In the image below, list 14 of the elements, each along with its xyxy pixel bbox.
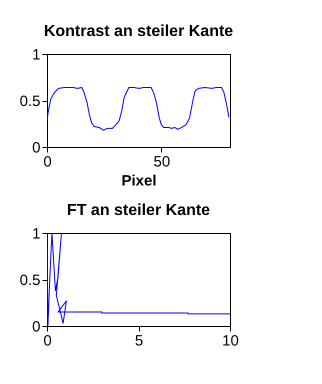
x-tick-label: 5 — [134, 332, 144, 350]
x-axis-title: Pixel — [121, 172, 157, 190]
x-tick-label: 10 — [222, 332, 239, 350]
chart-title: Kontrast an steiler Kante — [44, 23, 234, 40]
y-tick-label: 1 — [32, 46, 40, 64]
y-tick-label: 0 — [32, 140, 40, 156]
y-tick-label: 1 — [32, 226, 40, 242]
chart-title: FT an steiler Kante — [66, 202, 210, 219]
y-tick-label: 0.5 — [20, 93, 40, 110]
x-tick-label: 50 — [154, 154, 170, 170]
line-series — [47, 86, 230, 131]
y-tick-label: 0 — [32, 318, 40, 336]
x-tick-label: 0 — [43, 332, 52, 350]
y-tick-label: 0.5 — [20, 272, 40, 289]
